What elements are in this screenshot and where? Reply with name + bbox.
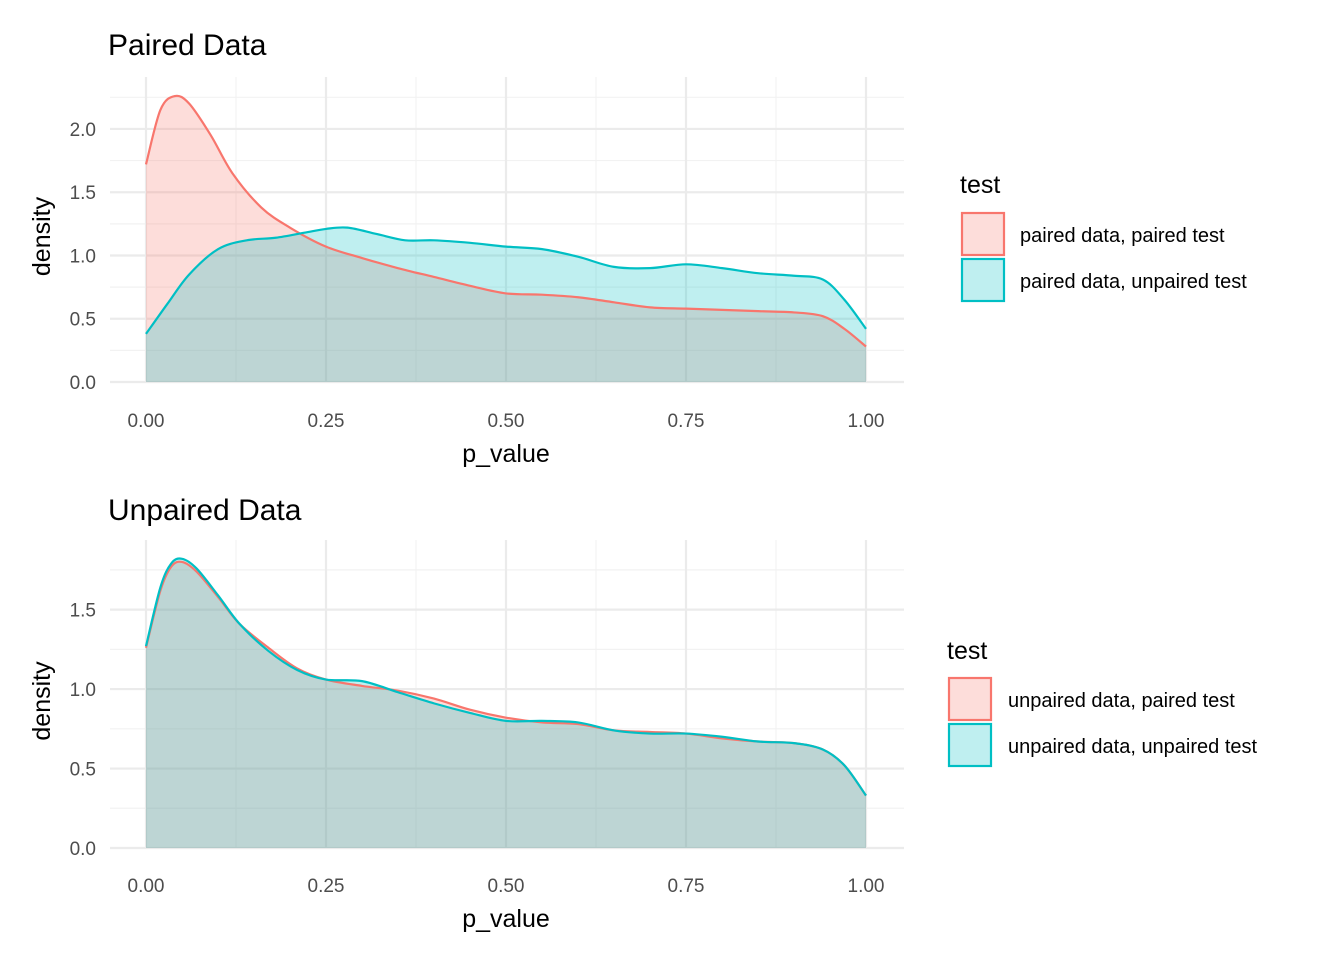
density-area-1 — [146, 561, 866, 848]
x-tick-label: 0.75 — [668, 411, 705, 432]
y-axis-title: density — [28, 196, 56, 276]
density-area-2 — [146, 227, 866, 382]
legend-label: paired data, paired test — [1020, 225, 1225, 247]
chart-title: Unpaired Data — [108, 494, 302, 527]
legend-item: paired data, unpaired test — [960, 257, 1247, 303]
y-axis-ticks: 0.0 0.5 1.0 1.5 2.0 — [70, 120, 96, 394]
legend-swatch — [960, 257, 1006, 303]
legend-label: paired data, unpaired test — [1020, 271, 1247, 293]
y-tick-label: 1.5 — [70, 601, 96, 622]
x-tick-label: 1.00 — [848, 876, 885, 897]
x-tick-label: 0.75 — [668, 876, 705, 897]
x-axis-ticks: 0.00 0.25 0.50 0.75 1.00 — [128, 876, 885, 897]
density-areas — [144, 557, 867, 848]
y-tick-label: 1.0 — [70, 246, 96, 267]
legend-title: test — [947, 637, 987, 665]
panel-paired: Paired Data 0.00 0.25 0.50 0.75 1.00 0.0 0.5 1.0… — [28, 29, 1247, 468]
x-axis-title: p_value — [462, 440, 550, 468]
legend-swatch — [960, 211, 1006, 257]
legend: test unpaired data, paired test unpaired d… — [947, 637, 1258, 768]
legend: test paired data, paired test paired data,… — [960, 171, 1247, 303]
legend-item: unpaired data, unpaired test — [947, 722, 1258, 768]
x-tick-label: 1.00 — [848, 411, 885, 432]
legend-label: unpaired data, unpaired test — [1008, 736, 1258, 758]
y-tick-label: 1.0 — [70, 680, 96, 701]
panel-unpaired: Unpaired Data 0.00 0.25 0.50 0.75 1.00 0.0 0.5 1… — [28, 494, 1258, 933]
y-axis-title: density — [28, 661, 56, 741]
x-tick-label: 0.25 — [308, 876, 345, 897]
y-tick-label: 0.5 — [70, 760, 96, 781]
x-axis-ticks: 0.00 0.25 0.50 0.75 1.00 — [128, 411, 885, 432]
density-area-1 — [146, 95, 866, 383]
density-line-2 — [144, 557, 867, 797]
legend-item: paired data, paired test — [960, 211, 1225, 257]
density-area-2 — [146, 558, 866, 848]
density-line-2 — [145, 226, 867, 335]
chart-title: Paired Data — [108, 29, 267, 62]
legend-swatch — [947, 676, 993, 722]
y-tick-label: 2.0 — [70, 120, 96, 141]
legend-item: unpaired data, paired test — [947, 676, 1235, 722]
x-tick-label: 0.50 — [488, 411, 525, 432]
y-tick-label: 1.5 — [70, 183, 96, 204]
x-axis-title: p_value — [462, 905, 550, 933]
legend-title: test — [960, 171, 1000, 199]
density-areas — [144, 94, 867, 383]
grid — [110, 540, 904, 850]
x-tick-label: 0.00 — [128, 411, 165, 432]
legend-label: unpaired data, paired test — [1008, 690, 1235, 712]
density-line-1 — [144, 94, 867, 348]
y-tick-label: 0.0 — [70, 839, 96, 860]
x-tick-label: 0.50 — [488, 876, 525, 897]
grid — [110, 77, 904, 384]
x-tick-label: 0.00 — [128, 876, 165, 897]
legend-swatch — [947, 722, 993, 768]
x-tick-label: 0.25 — [308, 411, 345, 432]
y-axis-ticks: 0.0 0.5 1.0 1.5 — [70, 601, 96, 860]
y-tick-label: 0.5 — [70, 310, 96, 331]
y-tick-label: 0.0 — [70, 373, 96, 394]
